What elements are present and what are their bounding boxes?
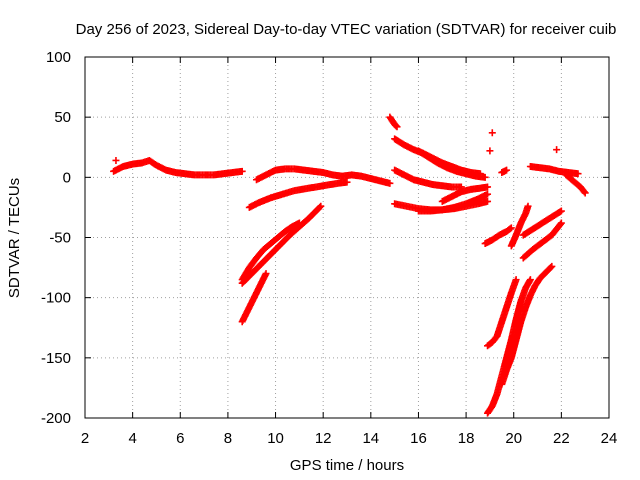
x-tick-label: 12 bbox=[315, 430, 332, 447]
data-point bbox=[580, 188, 588, 196]
y-tick-label: 100 bbox=[46, 49, 71, 66]
series-arc-8 bbox=[386, 113, 401, 131]
y-tick-label: -150 bbox=[41, 350, 71, 367]
data-point bbox=[484, 183, 492, 191]
x-tick-label: 18 bbox=[458, 430, 475, 447]
data-point bbox=[553, 146, 561, 154]
y-tick-label: -100 bbox=[41, 290, 71, 307]
series-arc-3 bbox=[252, 165, 394, 187]
y-tick-label: 50 bbox=[54, 109, 71, 126]
x-tick-label: 10 bbox=[267, 430, 284, 447]
data-point bbox=[512, 276, 520, 284]
data-point bbox=[112, 156, 120, 164]
data-point bbox=[556, 220, 564, 228]
data-point bbox=[316, 203, 324, 211]
x-tick-label: 8 bbox=[224, 430, 232, 447]
series-arc-17 bbox=[486, 147, 494, 155]
plot-frame bbox=[84, 56, 610, 419]
series-arc-27 bbox=[498, 262, 556, 388]
data-point bbox=[393, 123, 401, 131]
series-arc-25 bbox=[484, 276, 520, 350]
series-arc-21 bbox=[562, 171, 589, 197]
x-tick-label: 22 bbox=[553, 430, 570, 447]
series-arc-10 bbox=[414, 147, 489, 181]
data-point bbox=[488, 129, 496, 137]
data-point bbox=[574, 170, 582, 178]
data-point bbox=[526, 276, 534, 284]
series-arc-19 bbox=[526, 163, 582, 178]
chart-title: Day 256 of 2023, Sidereal Day-to-day VTE… bbox=[76, 21, 617, 38]
data-point bbox=[486, 147, 494, 155]
data-point bbox=[343, 178, 351, 186]
data-point bbox=[506, 225, 514, 233]
data-point bbox=[484, 197, 492, 205]
data-point bbox=[557, 219, 565, 227]
data-point bbox=[581, 189, 589, 197]
y-tick-label: 0 bbox=[63, 169, 71, 186]
series-arc-6 bbox=[238, 202, 325, 287]
x-tick-label: 6 bbox=[176, 430, 184, 447]
series-arc-14 bbox=[438, 183, 492, 205]
series-arc-7 bbox=[238, 270, 270, 326]
x-axis-label: GPS time / hours bbox=[290, 457, 404, 474]
grid-lines bbox=[85, 57, 609, 418]
x-tick-label: 2 bbox=[81, 430, 89, 447]
data-point bbox=[317, 202, 325, 210]
series-arc-1 bbox=[110, 156, 246, 179]
data-point bbox=[524, 202, 532, 210]
series-arc-11 bbox=[391, 166, 465, 191]
data-point bbox=[548, 262, 556, 270]
x-tick-label: 4 bbox=[128, 430, 136, 447]
data-point bbox=[386, 179, 394, 187]
series-arc-22 bbox=[507, 202, 532, 250]
x-tick-label: 20 bbox=[505, 430, 522, 447]
data-point bbox=[557, 207, 565, 215]
series-arc-2 bbox=[112, 156, 120, 164]
x-tick-label: 24 bbox=[601, 430, 618, 447]
series-arc-5 bbox=[238, 219, 303, 284]
data-point bbox=[238, 167, 246, 175]
data-point bbox=[547, 263, 555, 271]
series-arc-20 bbox=[553, 146, 561, 154]
data-point bbox=[507, 224, 515, 232]
data-point bbox=[503, 166, 511, 174]
data-point bbox=[484, 190, 492, 198]
data-point bbox=[481, 173, 489, 181]
series-arc-16 bbox=[488, 129, 496, 137]
series-arc-4 bbox=[245, 178, 351, 211]
y-tick-label: -200 bbox=[41, 410, 71, 427]
axis-ticks: 2 4 6 8 10 12 14 16 18 20 22 24100500-50-100-150-20… bbox=[41, 49, 617, 447]
data-markers bbox=[110, 113, 589, 417]
series-arc-9 bbox=[391, 135, 484, 178]
series-arc-23 bbox=[519, 207, 565, 239]
series-arc-24 bbox=[519, 219, 565, 262]
data-point bbox=[262, 270, 270, 278]
x-tick-label: 16 bbox=[410, 430, 427, 447]
series-arc-18 bbox=[498, 166, 511, 177]
x-tick-label: 14 bbox=[362, 430, 379, 447]
series-arc-13 bbox=[414, 190, 492, 215]
series-arc-15 bbox=[481, 224, 515, 248]
y-tick-label: -50 bbox=[49, 230, 71, 247]
y-axis-label: SDTVAR / TECUs bbox=[6, 178, 23, 298]
